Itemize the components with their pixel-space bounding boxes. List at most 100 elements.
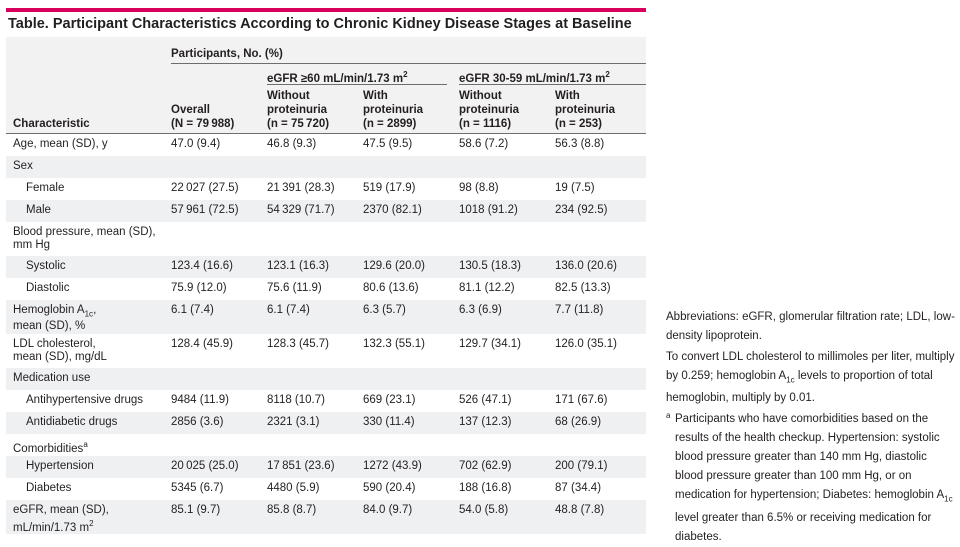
table-cell: 22 027 (27.5) [171, 182, 239, 194]
header-egfr3059-rule [459, 84, 646, 85]
row-separator [6, 434, 646, 435]
table-cell: 56.3 (8.8) [555, 138, 605, 150]
table-cell: 19 (7.5) [555, 182, 595, 194]
table-cell: 137 (12.3) [459, 416, 512, 428]
table-cell: 57 961 (72.5) [171, 204, 239, 216]
table-cell: 123.4 (16.6) [171, 260, 234, 272]
column-header-3-line-1: With [363, 90, 388, 102]
table-cell: 128.4 (45.9) [171, 338, 234, 350]
table-row: Antidiabetic drugs 2856 (3.6) 2321 (3.1) 33… [6, 412, 646, 434]
row-separator [6, 178, 646, 179]
table-cell: 2321 (3.1) [267, 416, 320, 428]
table-row: Systolic 123.4 (16.6) 123.1 (16.3) 129.6 (2… [6, 256, 646, 278]
table-row: Sex [6, 156, 646, 178]
row-label: Diastolic [26, 282, 70, 294]
column-header-3-line-3: (n = 2899) [363, 118, 417, 130]
table-cell: 54.0 (5.8) [459, 504, 509, 516]
table-cell: 129.6 (20.0) [363, 260, 426, 272]
table-cell: 188 (16.8) [459, 482, 512, 494]
table-row: Blood pressure, mean (SD), mm Hg [6, 222, 646, 256]
table-row: LDL cholesterol, mean (SD), mg/dL 128.4 (4… [6, 334, 646, 368]
table-cell: 17 851 (23.6) [267, 460, 335, 472]
table-row: Male 57 961 (72.5) 54 329 (71.7) 2370 (82.1… [6, 200, 646, 222]
header-group-participants: Participants, No. (%) [171, 48, 283, 60]
table-cell: 330 (11.4) [363, 416, 415, 428]
table-cell: 8118 (10.7) [267, 394, 325, 406]
row-label: Sex [13, 160, 33, 172]
row-label: Diabetes [26, 482, 72, 494]
header-egfr3059: eGFR 30-59 mL/min/1.73 m2 [459, 70, 610, 85]
table-row: eGFR, mean (SD), mL/min/1.73 m2 85.1 (9.7)… [6, 500, 646, 534]
column-header-3-line-2: proteinuria [363, 104, 424, 116]
table-row: Hypertension 20 025 (25.0) 17 851 (23.6) 12… [6, 456, 646, 478]
note-abbreviations: Abbreviations: eGFR, glomerular filtrati… [666, 311, 955, 342]
table-cell: 6.3 (5.7) [363, 304, 406, 316]
table-cell: 9484 (11.9) [171, 394, 229, 406]
column-header-2-line-1: Without [267, 90, 310, 102]
column-header-1-line-3: (N = 79 988) [171, 118, 235, 130]
table-cell: 1272 (43.9) [363, 460, 422, 472]
row-label: eGFR, mean (SD), mL/min/1.73 m2 [13, 504, 109, 534]
table-cell: 46.8 (9.3) [267, 138, 317, 150]
table-cell: 81.1 (12.2) [459, 282, 515, 294]
column-header-4-line-3: (n = 1116) [459, 118, 512, 130]
table-cell: 129.7 (34.1) [459, 338, 522, 350]
table-row: Age, mean (SD), y 47.0 (9.4) 46.8 (9.3) 47.… [6, 134, 646, 156]
table-cell: 590 (20.4) [363, 482, 416, 494]
table-cell: 7.7 (11.8) [555, 304, 604, 316]
table-cell: 21 391 (28.3) [267, 182, 335, 194]
table-cell: 1018 (91.2) [459, 204, 518, 216]
row-label: Age, mean (SD), y [13, 138, 108, 150]
column-header-5-line-1: With [555, 90, 580, 102]
row-label: Hypertension [26, 460, 94, 472]
title-accent-bar [6, 8, 646, 12]
note-conversion: To convert LDL cholesterol to millimoles… [666, 351, 955, 405]
table-cell: 4480 (5.9) [267, 482, 320, 494]
row-label: Comorbiditiesa [13, 440, 88, 455]
row-label: Hemoglobin A1c, mean (SD), % [13, 304, 97, 333]
header-bottom-rule [6, 133, 646, 134]
table-cell: 171 (67.6) [555, 394, 608, 406]
table-cell: 6.3 (6.9) [459, 304, 502, 316]
row-label: Blood pressure, mean (SD), mm Hg [13, 226, 156, 251]
table-cell: 5345 (6.7) [171, 482, 224, 494]
table-cell: 80.6 (13.6) [363, 282, 419, 294]
table-cell: 98 (8.8) [459, 182, 499, 194]
table-cell: 84.0 (9.7) [363, 504, 413, 516]
table-cell: 48.8 (7.8) [555, 504, 605, 516]
table-cell: 85.1 (9.7) [171, 504, 221, 516]
table-header [6, 37, 646, 134]
row-separator [6, 334, 646, 335]
table-cell: 130.5 (18.3) [459, 260, 522, 272]
row-label: Medication use [13, 372, 91, 384]
row-label: Female [26, 182, 65, 194]
column-header-5-line-2: proteinuria [555, 104, 616, 116]
table-cell: 6.1 (7.4) [171, 304, 214, 316]
header-egfr60-rule [267, 84, 447, 85]
table-cell: 87 (34.4) [555, 482, 602, 494]
table-row: Diabetes 5345 (6.7) 4480 (5.9) 590 (20.4) 18… [6, 478, 646, 500]
table-cell: 54 329 (71.7) [267, 204, 335, 216]
column-header-1-line-2: Overall [171, 104, 210, 116]
footnote-a: a Participants who have comorbidities ba… [666, 411, 953, 543]
table-cell: 128.3 (45.7) [267, 338, 330, 350]
table-cell: 47.5 (9.5) [363, 138, 413, 150]
table-notes: Abbreviations: eGFR, glomerular filtrati… [666, 308, 956, 547]
table-row: Medication use [6, 368, 646, 390]
row-separator [6, 390, 646, 391]
table-cell: 132.3 (55.1) [363, 338, 426, 350]
column-header-0-line-3: Characteristic [13, 118, 90, 130]
column-header-5-line-3: (n = 253) [555, 118, 602, 130]
table-cell: 669 (23.1) [363, 394, 416, 406]
row-separator [6, 478, 646, 479]
row-label: Antihypertensive drugs [26, 394, 143, 406]
column-header-2-line-2: proteinuria [267, 104, 328, 116]
row-label: Systolic [26, 260, 66, 272]
table-row: Diastolic 75.9 (12.0) 75.6 (11.9) 80.6 (13.… [6, 278, 646, 300]
table-cell: 2370 (82.1) [363, 204, 422, 216]
header-egfr60: eGFR ≥60 mL/min/1.73 m2 [267, 70, 408, 85]
row-separator [6, 278, 646, 279]
row-label: Male [26, 204, 51, 216]
table-cell: 519 (17.9) [363, 182, 416, 194]
table-row: Hemoglobin A1c, mean (SD), % 6.1 (7.4) 6.1 … [6, 300, 646, 334]
